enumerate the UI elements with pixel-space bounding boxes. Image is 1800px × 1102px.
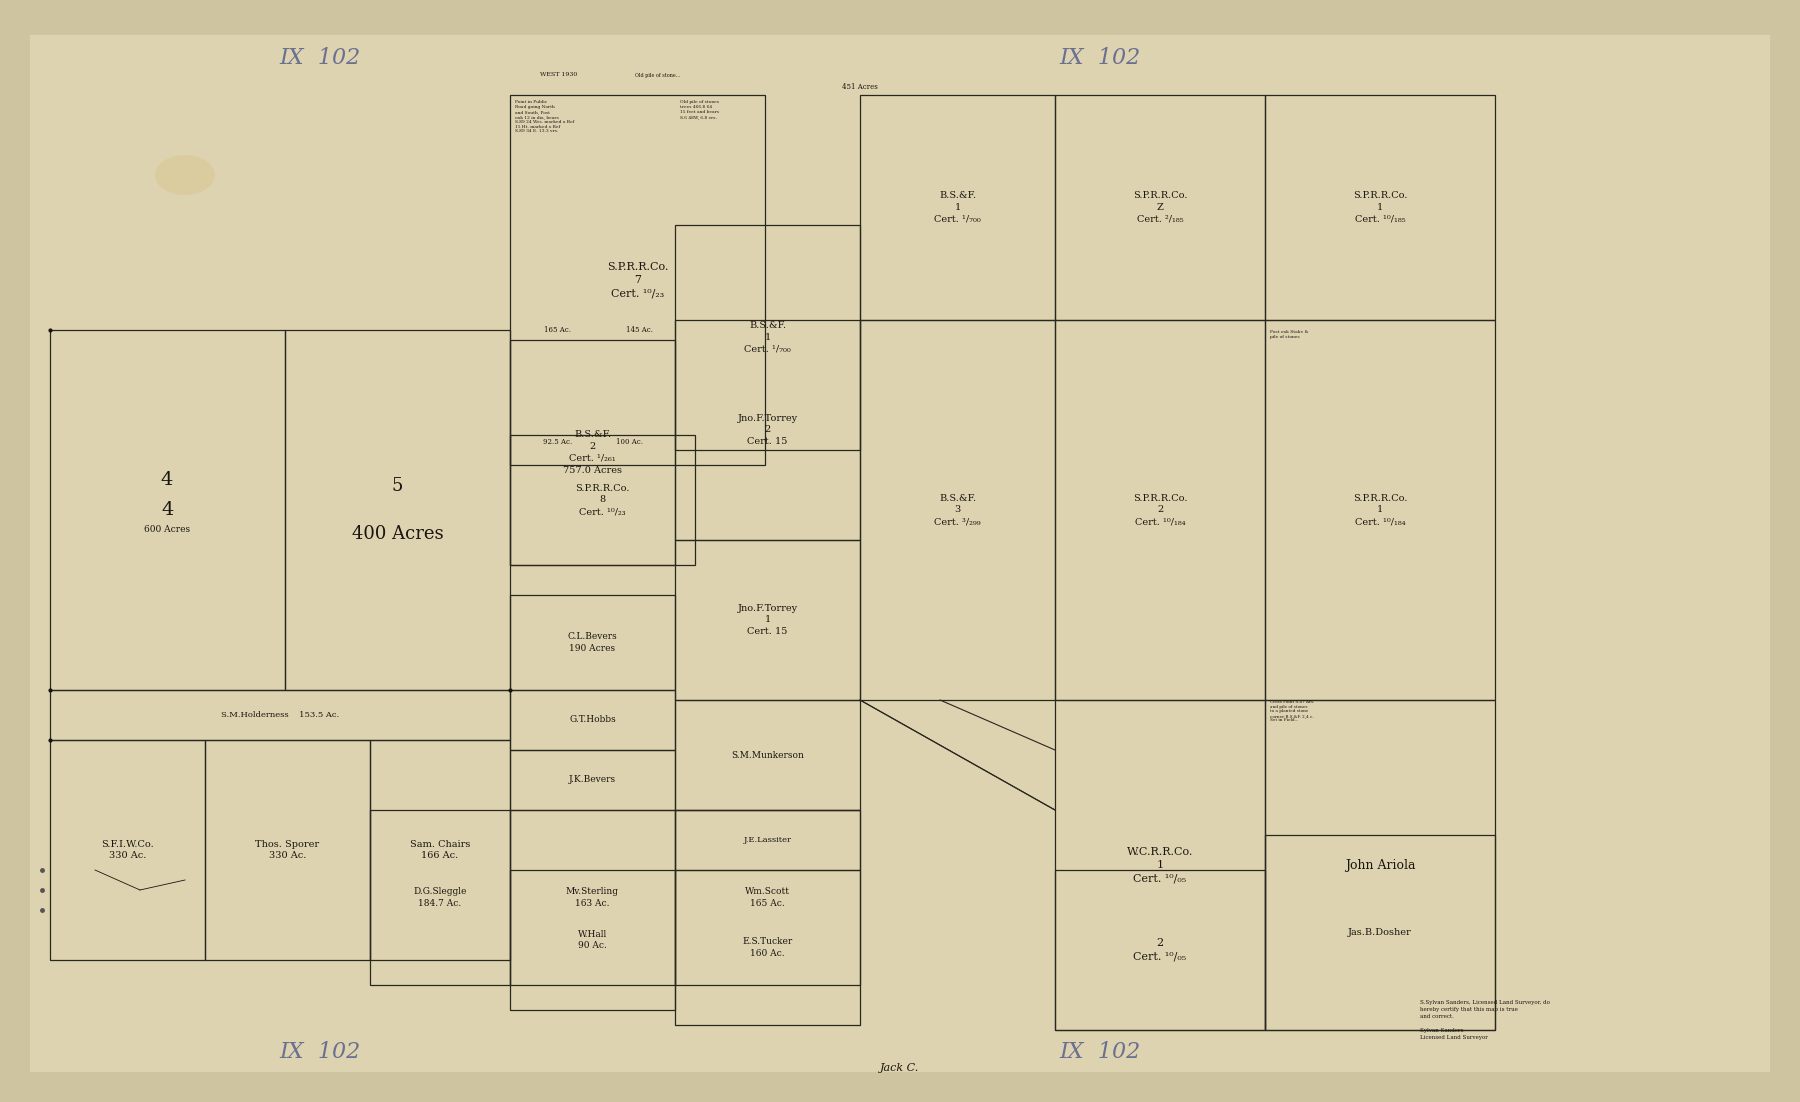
Bar [675, 700, 860, 810]
Bar [509, 690, 675, 750]
Bar [509, 869, 675, 1011]
Text: S.P.R.R.Co.
Z
Cert. ²/₁₈₅: S.P.R.R.Co. Z Cert. ²/₁₈₅ [1132, 192, 1188, 224]
Text: C.L.Bevers
190 Acres: C.L.Bevers 190 Acres [567, 633, 617, 652]
Bar [509, 341, 675, 565]
Text: Post oak Stake &
pile of stones: Post oak Stake & pile of stones [1271, 329, 1309, 338]
Text: J.E.Lassiter: J.E.Lassiter [743, 836, 792, 844]
Bar [50, 690, 509, 741]
Bar [509, 810, 675, 985]
Text: Cross Point S.47 Ars.
and pile of stones
to a planted stone
corner B.S.&F. 2,4 c: Cross Point S.47 Ars. and pile of stones… [1271, 700, 1314, 723]
Text: S.M.Holderness    153.5 Ac.: S.M.Holderness 153.5 Ac. [221, 711, 338, 719]
Text: G.T.Hobbs: G.T.Hobbs [569, 715, 616, 724]
Bar [860, 95, 1055, 320]
Bar [1055, 320, 1265, 700]
Text: B.S.&F.
2
Cert. ¹/₂₆₁
757.0 Acres: B.S.&F. 2 Cert. ¹/₂₆₁ 757.0 Acres [563, 430, 623, 475]
Bar [509, 435, 695, 565]
Bar [1055, 869, 1265, 1030]
Text: J.K.Bevers: J.K.Bevers [569, 776, 616, 785]
Text: John Ariola: John Ariola [1345, 858, 1415, 872]
Text: 2
Cert. ¹⁰/₀₅: 2 Cert. ¹⁰/₀₅ [1134, 939, 1186, 962]
Bar [1265, 320, 1496, 700]
Bar [675, 810, 860, 869]
Text: Old pile of stones
trees 466.8 64
15 feet and bears
S.6 48W, 6.8 vrs.: Old pile of stones trees 466.8 64 15 fee… [680, 100, 718, 119]
Text: IX  102: IX 102 [279, 1041, 360, 1063]
Text: Jack C.: Jack C. [880, 1063, 920, 1073]
Bar [205, 741, 371, 960]
Text: S.P.R.R.Co.
1
Cert. ¹⁰/₁₈₄: S.P.R.R.Co. 1 Cert. ¹⁰/₁₈₄ [1354, 494, 1408, 527]
Text: 145 Ac.: 145 Ac. [626, 326, 653, 334]
Bar [371, 741, 509, 960]
Text: Jas.B.Dosher: Jas.B.Dosher [1348, 928, 1411, 937]
Text: Old pile of stone...: Old pile of stone... [635, 73, 680, 77]
Text: 5

400 Acres: 5 400 Acres [351, 477, 443, 542]
Text: IX  102: IX 102 [279, 47, 360, 69]
Text: 100 Ac.: 100 Ac. [616, 437, 644, 446]
Text: Thos. Sporer
330 Ac.: Thos. Sporer 330 Ac. [256, 840, 320, 861]
Bar [1055, 700, 1265, 1030]
Text: Mv.Sterling
163 Ac.: Mv.Sterling 163 Ac. [565, 887, 619, 908]
Text: S.P.R.R.Co.
7
Cert. ¹⁰/₂₃: S.P.R.R.Co. 7 Cert. ¹⁰/₂₃ [607, 262, 668, 299]
Bar [1265, 700, 1496, 1030]
Text: IX  102: IX 102 [1060, 1041, 1141, 1063]
Text: E.S.Tucker
160 Ac.: E.S.Tucker 160 Ac. [742, 937, 792, 958]
Text: Jno.F.Torrey
1
Cert. 15: Jno.F.Torrey 1 Cert. 15 [738, 604, 797, 636]
Bar [860, 320, 1055, 700]
Text: W.C.R.R.Co.
1
Cert. ¹⁰/₀₅: W.C.R.R.Co. 1 Cert. ¹⁰/₀₅ [1127, 846, 1193, 883]
Bar [675, 540, 860, 700]
Bar [509, 750, 675, 810]
Bar [1265, 835, 1496, 1030]
Ellipse shape [155, 155, 214, 195]
Bar [675, 810, 860, 985]
Bar [371, 810, 509, 985]
Text: 92.5 Ac.: 92.5 Ac. [544, 437, 572, 446]
Bar [675, 225, 860, 450]
Bar [1055, 95, 1265, 320]
Bar [284, 329, 509, 690]
Text: B.S.&F.
1
Cert. ¹/₇₀₀: B.S.&F. 1 Cert. ¹/₇₀₀ [743, 321, 790, 354]
Text: D.G.Sleggle
184.7 Ac.: D.G.Sleggle 184.7 Ac. [414, 887, 466, 908]
Text: S.Sylvan Sanders, Licensed Land Surveyor, do
hereby certify that this map is tru: S.Sylvan Sanders, Licensed Land Surveyor… [1420, 1000, 1550, 1040]
Text: S.P.R.R.Co.
1
Cert. ¹⁰/₁₈₅: S.P.R.R.Co. 1 Cert. ¹⁰/₁₈₅ [1354, 192, 1408, 224]
Text: 4: 4 [162, 501, 173, 519]
Text: W.Hall
90 Ac.: W.Hall 90 Ac. [578, 930, 607, 950]
Bar [675, 320, 860, 540]
Text: B.S.&F.
1
Cert. ¹/₇₀₀: B.S.&F. 1 Cert. ¹/₇₀₀ [934, 192, 981, 224]
Text: Sam. Chairs
166 Ac.: Sam. Chairs 166 Ac. [410, 840, 470, 861]
Text: Jno.F.Torrey
2
Cert. 15: Jno.F.Torrey 2 Cert. 15 [738, 413, 797, 446]
Text: WEST 1930: WEST 1930 [540, 73, 578, 77]
Text: B.S.&F.
3
Cert. ³/₂₉₉: B.S.&F. 3 Cert. ³/₂₉₉ [934, 494, 981, 527]
Bar [509, 95, 765, 465]
Text: 600 Acres: 600 Acres [144, 526, 191, 534]
Text: S.M.Munkerson: S.M.Munkerson [731, 750, 805, 759]
Bar [509, 595, 675, 690]
Text: Point in Public
Road going North
and South, Post
oak 12 in dia, bears
S.89 24 Wr: Point in Public Road going North and Sou… [515, 100, 574, 133]
Bar [50, 741, 205, 960]
Text: 4: 4 [160, 471, 173, 489]
Text: Wm.Scott
165 Ac.: Wm.Scott 165 Ac. [745, 887, 790, 908]
Bar [1265, 95, 1496, 320]
Text: S.P.R.R.Co.
2
Cert. ¹⁰/₁₈₄: S.P.R.R.Co. 2 Cert. ¹⁰/₁₈₄ [1132, 494, 1188, 527]
Text: S.F.I.W.Co.
330 Ac.: S.F.I.W.Co. 330 Ac. [101, 840, 153, 861]
Text: IX  102: IX 102 [1060, 47, 1141, 69]
Text: 451 Acres: 451 Acres [842, 83, 878, 91]
Text: S.P.R.R.Co.
8
Cert. ¹⁰/₂₃: S.P.R.R.Co. 8 Cert. ¹⁰/₂₃ [576, 484, 630, 517]
Bar [675, 869, 860, 1025]
Bar [50, 329, 284, 690]
Text: 165 Ac.: 165 Ac. [544, 326, 572, 334]
